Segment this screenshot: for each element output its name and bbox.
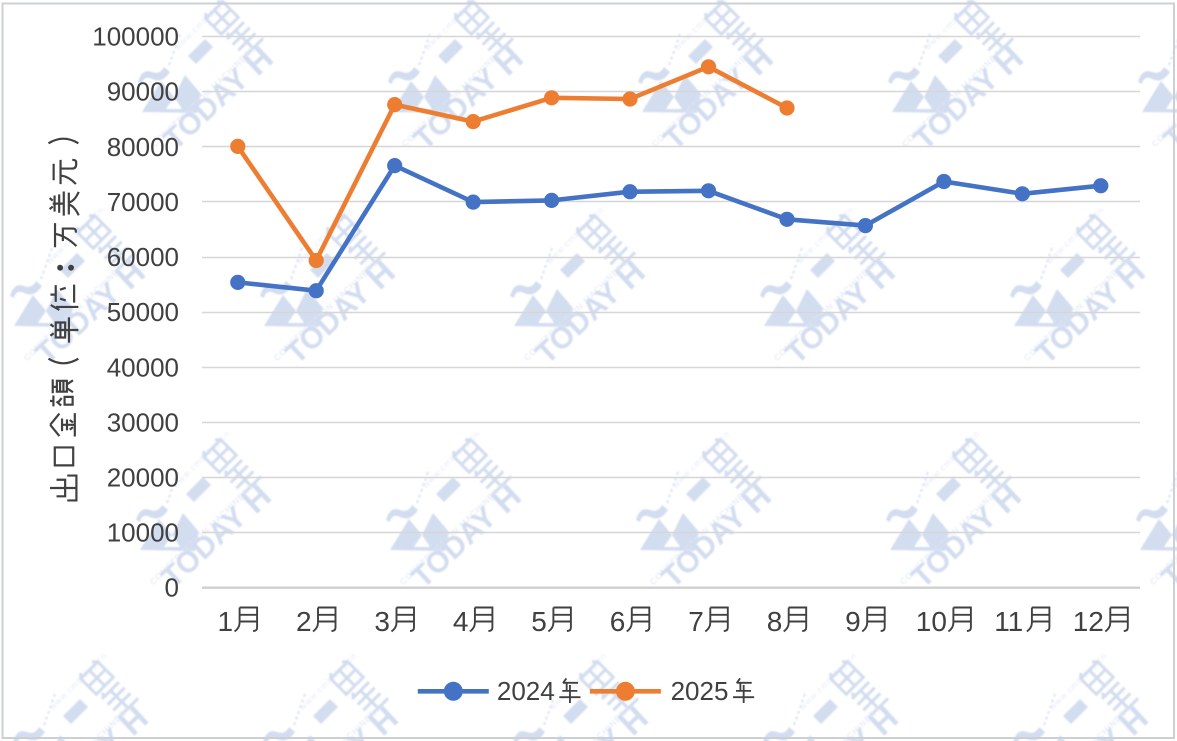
svg-text:6: 6 bbox=[610, 606, 626, 637]
svg-text:2024: 2024 bbox=[497, 676, 555, 706]
svg-text:12: 12 bbox=[1073, 606, 1104, 637]
svg-text:60000: 60000 bbox=[107, 242, 179, 272]
svg-text:10: 10 bbox=[916, 606, 947, 637]
svg-text:2025: 2025 bbox=[671, 676, 729, 706]
svg-text:50000: 50000 bbox=[107, 297, 179, 327]
svg-text:70000: 70000 bbox=[107, 187, 179, 217]
svg-text:9: 9 bbox=[845, 606, 861, 637]
svg-text:2: 2 bbox=[296, 606, 312, 637]
svg-text:1: 1 bbox=[218, 606, 234, 637]
svg-text:90000: 90000 bbox=[107, 77, 179, 107]
svg-text:0: 0 bbox=[165, 573, 179, 603]
svg-text:11: 11 bbox=[994, 606, 1023, 637]
svg-text:10000: 10000 bbox=[107, 518, 179, 548]
svg-text:7: 7 bbox=[688, 606, 704, 637]
svg-text:100000: 100000 bbox=[92, 22, 179, 52]
svg-text:30000: 30000 bbox=[107, 407, 179, 437]
svg-text:40000: 40000 bbox=[107, 352, 179, 382]
svg-text:20000: 20000 bbox=[107, 463, 179, 493]
svg-text:80000: 80000 bbox=[107, 132, 179, 162]
svg-text:4: 4 bbox=[453, 606, 469, 637]
svg-text:3: 3 bbox=[374, 606, 390, 637]
svg-text:8: 8 bbox=[767, 606, 783, 637]
svg-text:5: 5 bbox=[531, 606, 547, 637]
